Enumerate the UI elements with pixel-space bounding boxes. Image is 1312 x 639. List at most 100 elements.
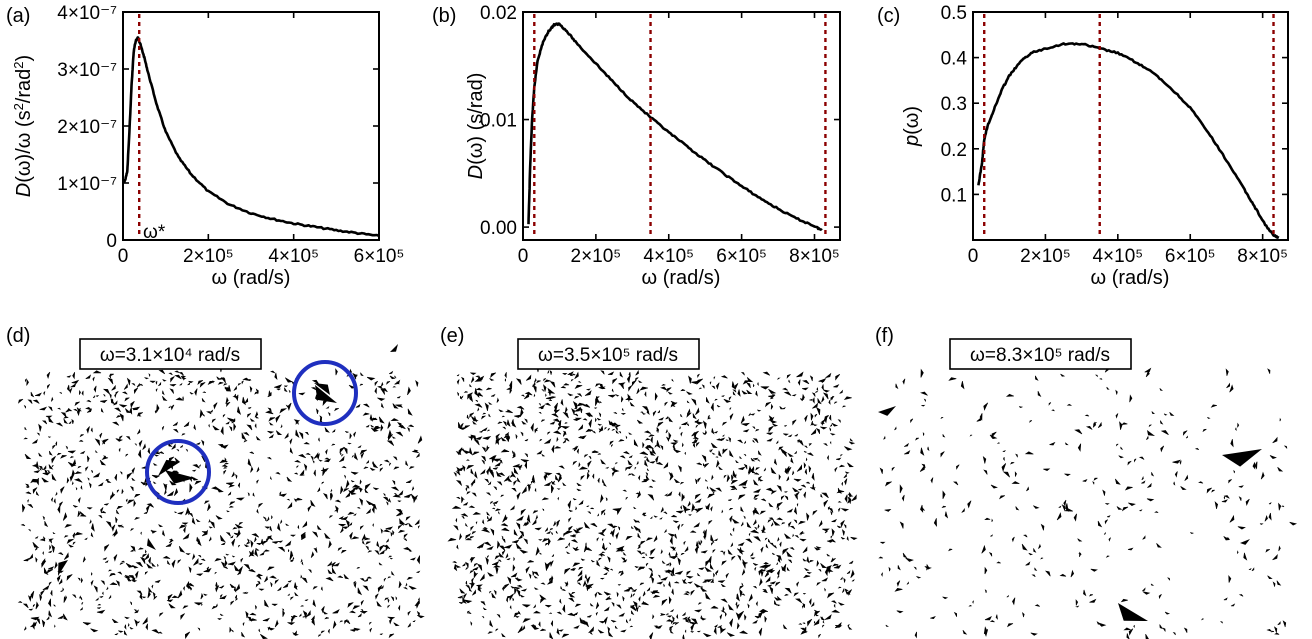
displacement-arrow <box>359 578 365 582</box>
displacement-arrow <box>915 437 920 441</box>
displacement-arrow <box>885 624 889 627</box>
displacement-arrow <box>30 621 38 628</box>
displacement-arrow <box>321 606 325 614</box>
displacement-arrow <box>641 552 646 555</box>
displacement-arrow <box>352 372 357 380</box>
displacement-arrow <box>805 481 810 484</box>
displacement-arrow <box>720 583 726 588</box>
displacement-arrow <box>219 613 224 616</box>
displacement-arrow <box>731 474 734 481</box>
displacement-arrow <box>481 455 486 462</box>
displacement-arrow <box>637 533 641 539</box>
displacement-arrow <box>723 551 726 556</box>
displacement-arrow <box>659 517 663 520</box>
displacement-arrow <box>469 447 473 456</box>
displacement-arrow <box>369 467 376 471</box>
displacement-arrow <box>211 418 216 424</box>
displacement-arrow <box>615 430 620 434</box>
displacement-arrow <box>1059 573 1067 577</box>
displacement-arrow <box>613 412 618 414</box>
displacement-arrow <box>697 602 702 605</box>
displacement-arrow <box>129 407 133 415</box>
displacement-arrow <box>339 455 345 463</box>
displacement-arrow <box>63 418 69 424</box>
displacement-arrow <box>1084 414 1090 417</box>
displacement-arrow <box>319 415 323 421</box>
displacement-arrow <box>554 402 558 412</box>
displacement-arrow <box>531 475 536 484</box>
displacement-arrow <box>46 371 51 380</box>
displacement-arrow <box>79 514 87 517</box>
y-axis-label-a: D(ω)/ω (s2/rad2) <box>11 55 35 197</box>
displacement-arrow <box>471 531 476 535</box>
displacement-arrow <box>550 575 554 581</box>
displacement-arrow <box>466 610 470 614</box>
displacement-arrow <box>782 407 786 410</box>
displacement-arrow <box>631 610 635 616</box>
displacement-arrow <box>711 542 714 546</box>
displacement-arrow <box>831 609 840 613</box>
displacement-arrow <box>509 593 514 602</box>
displacement-arrow <box>768 502 774 508</box>
displacement-arrow <box>750 552 754 557</box>
displacement-arrow <box>641 567 645 569</box>
displacement-arrow <box>669 546 676 551</box>
displacement-arrow <box>462 562 466 567</box>
displacement-arrow <box>570 534 577 538</box>
displacement-arrow <box>267 430 275 434</box>
displacement-arrow <box>321 481 325 485</box>
displacement-arrow <box>151 562 156 567</box>
displacement-arrow <box>817 398 822 405</box>
displacement-arrow <box>276 388 281 391</box>
displacement-arrow <box>941 505 946 508</box>
displacement-arrow <box>632 600 638 609</box>
displacement-arrow <box>225 396 229 404</box>
displacement-arrow <box>1066 403 1072 406</box>
displacement-arrow <box>1167 577 1171 581</box>
displacement-arrow <box>481 601 485 604</box>
displacement-arrow <box>343 446 348 454</box>
displacement-arrow <box>114 516 118 523</box>
displacement-arrow <box>668 416 674 423</box>
displacement-arrow <box>744 614 747 621</box>
displacement-arrow <box>505 516 508 521</box>
displacement-arrow <box>847 493 854 497</box>
displacement-arrow <box>168 372 173 376</box>
displacement-arrow <box>701 454 707 462</box>
displacement-arrow <box>335 368 338 376</box>
displacement-arrow <box>827 565 831 574</box>
displacement-arrow <box>732 527 735 533</box>
displacement-arrow <box>683 592 689 596</box>
displacement-arrow <box>386 381 391 385</box>
displacement-arrow <box>664 401 668 407</box>
displacement-arrow <box>763 467 766 472</box>
displacement-arrow <box>94 438 101 446</box>
displacement-arrow <box>1097 421 1102 428</box>
displacement-arrow <box>764 615 767 623</box>
displacement-arrow <box>611 428 615 432</box>
displacement-arrow <box>712 549 716 554</box>
displacement-arrow <box>539 439 543 442</box>
displacement-arrow <box>535 514 538 520</box>
displacement-arrow <box>784 587 792 594</box>
displacement-arrow <box>375 425 379 429</box>
displacement-arrow <box>1026 486 1030 492</box>
displacement-arrow <box>298 454 307 459</box>
displacement-arrow <box>1064 508 1073 512</box>
displacement-arrow <box>254 423 257 429</box>
displacement-arrow <box>1040 557 1044 560</box>
displacement-arrow <box>102 388 111 395</box>
displacement-arrow <box>513 529 518 537</box>
displacement-arrow <box>596 537 599 542</box>
displacement-arrow <box>648 568 653 573</box>
displacement-arrow <box>1133 458 1137 463</box>
displacement-arrow <box>557 426 562 431</box>
displacement-arrow <box>549 560 554 568</box>
displacement-arrow <box>206 411 212 415</box>
displacement-arrow <box>878 556 884 559</box>
displacement-arrow <box>79 389 81 395</box>
displacement-arrow <box>112 421 120 426</box>
displacement-arrow <box>1281 505 1285 508</box>
displacement-arrow <box>345 431 350 434</box>
displacement-arrow <box>196 442 201 445</box>
